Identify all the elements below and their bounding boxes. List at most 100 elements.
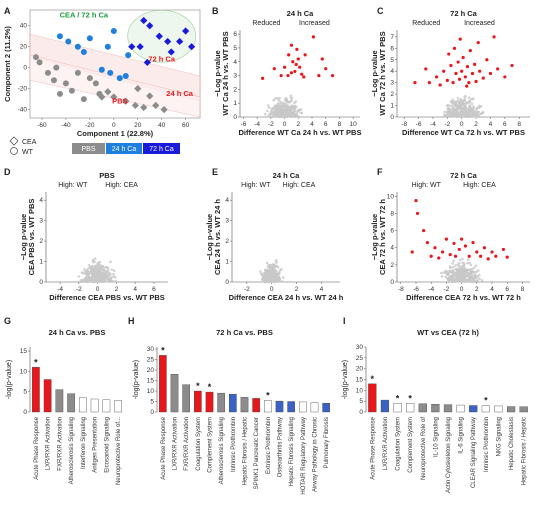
bar-category-label: CLEAR Signaling Pathway <box>471 417 477 488</box>
volcano-point-sig <box>289 43 294 47</box>
volcano-point-bg <box>474 111 477 115</box>
volcano-point-bg <box>451 107 455 111</box>
volcano-point-bg <box>455 106 459 110</box>
bar <box>443 404 453 413</box>
volcano-point-sig <box>465 65 470 69</box>
bar-category-label: Extrinsic Prothrombin <box>266 417 272 474</box>
pca-point <box>116 75 123 82</box>
volcano-point-sig <box>451 81 455 85</box>
panel-letter-E: E <box>212 167 218 177</box>
volcano-point-bg <box>458 106 462 110</box>
volcano-ytick-label: 0 <box>39 279 43 286</box>
volcano-ylabel-2: CEA 72 h vs. WT 72 h <box>378 199 387 275</box>
volcano-point-bg <box>442 113 446 116</box>
bar <box>380 399 390 413</box>
volcano-ytick-label: 4 <box>390 245 394 252</box>
volcano-ylabel-1: −Log p-value <box>19 214 28 260</box>
bar <box>519 406 528 413</box>
volcano-point-sig <box>457 77 462 81</box>
volcano-point-bg <box>274 273 278 277</box>
pca-ylabel: Component 2 (11.2%) <box>3 26 12 102</box>
bar-title: 24 h Ca vs. PBS <box>49 328 106 337</box>
volcano-point-bg <box>449 266 452 270</box>
volcano-point-bg <box>103 269 107 273</box>
volcano-point-sig <box>442 69 446 73</box>
volcano-point-bg <box>481 111 484 115</box>
bar-ytick-label: 10 <box>147 388 155 395</box>
volcano-point-bg <box>94 266 98 269</box>
volcano-header-right: Increased <box>299 20 330 27</box>
volcano-point-bg <box>471 277 475 280</box>
volcano-point-bg <box>275 264 278 268</box>
volcano-point-bg <box>451 275 454 278</box>
volcano-ytick-label: 1 <box>390 103 394 110</box>
volcano-point-bg <box>101 268 104 271</box>
bar-ytick-label: 30 <box>356 344 364 351</box>
volcano-point-bg <box>271 108 275 112</box>
panel-letter-I: I <box>343 316 346 326</box>
volcano-point-bg <box>87 270 90 274</box>
bar-ytick-label: 30 <box>147 346 155 353</box>
bar <box>217 392 225 413</box>
volcano-point-bg <box>266 115 270 118</box>
bar <box>368 383 377 413</box>
pca-ytick-label: -20 <box>18 86 28 93</box>
bar-category-label: Pulmonary Fibrosis <box>324 417 330 468</box>
pca-point <box>167 48 175 56</box>
bar-title: WT vs CEA (72 h) <box>417 328 479 337</box>
volcano-ytick-label: 1 <box>225 259 229 266</box>
volcano-point-bg <box>472 266 476 269</box>
bar-category-label: Hepatic Fibrosis Signaling <box>289 417 295 486</box>
volcano-header-right: High: CEA <box>283 182 316 189</box>
volcano-point-bg <box>459 98 462 102</box>
volcano-xtick-label: 0 <box>283 121 287 128</box>
volcano-point-bg <box>265 271 269 274</box>
volcano-ytick-label: 5 <box>390 57 394 64</box>
bar-panel-H: 72 h Ca vs. PBS 0 5 10 15 20 25 30 -log(p-value)… <box>133 328 330 495</box>
volcano-point-bg <box>454 114 458 117</box>
volcano-point-bg <box>110 268 114 271</box>
volcano-point-bg <box>443 110 447 114</box>
legend-group-label: 72 h Ca <box>149 146 174 153</box>
pca-point <box>122 97 130 105</box>
volcano-ytick-label: 6 <box>233 31 237 38</box>
volcano-point-sig <box>490 250 494 254</box>
volcano-point-sig <box>461 55 465 60</box>
volcano-point-bg <box>287 113 290 117</box>
volcano-point-bg <box>87 276 90 279</box>
volcano-point-bg <box>92 277 96 281</box>
volcano-xlabel: Difference CEA 24 h vs. WT 24 h <box>229 293 344 302</box>
volcano-point-bg <box>444 270 448 273</box>
pca-point <box>140 103 148 112</box>
volcano-point-sig <box>486 257 490 261</box>
bar-category-label: Hepatic Fibrosis / Hepatic <box>522 417 528 485</box>
bar <box>506 406 516 413</box>
bar-ytick-label: 5 <box>23 389 27 396</box>
volcano-point-bg <box>83 272 86 275</box>
pca-point <box>86 75 93 82</box>
volcano-point-sig <box>424 67 428 71</box>
volcano-point-bg <box>451 265 455 269</box>
volcano-point-bg <box>275 259 278 262</box>
volcano-point-bg <box>100 273 103 277</box>
volcano-point-bg <box>109 260 112 264</box>
volcano-point-bg <box>291 111 295 114</box>
pca-point <box>92 80 99 87</box>
volcano-ytick-label: 4 <box>225 197 229 204</box>
pca-point <box>131 101 139 110</box>
volcano-point-bg <box>453 101 457 105</box>
volcano-ytick-label: 6 <box>390 45 394 52</box>
volcano-point-bg <box>476 111 479 115</box>
panel-letter-F: F <box>377 167 383 177</box>
volcano-ytick-label: 0 <box>390 114 394 121</box>
volcano-point-bg <box>447 280 451 283</box>
volcano-point-bg <box>462 270 466 274</box>
legend-group-label: 24 h Ca <box>112 146 137 153</box>
volcano-point-sig <box>289 71 294 75</box>
bar-category-label: Airway Pathology in Chronic <box>313 417 319 492</box>
bar-ytick-label: 0 <box>150 409 154 416</box>
pca-xlabel: Component 1 (22.8%) <box>77 129 154 138</box>
volcano-point-sig <box>460 69 464 73</box>
volcano-point-bg <box>458 277 462 281</box>
